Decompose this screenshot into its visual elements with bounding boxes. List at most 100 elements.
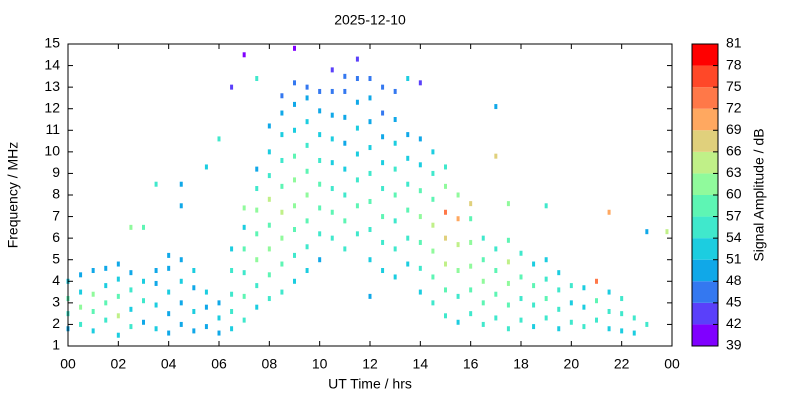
point [494, 104, 498, 110]
point [154, 181, 158, 187]
point [142, 224, 145, 230]
point [330, 67, 334, 73]
point [595, 298, 598, 304]
point [456, 319, 460, 325]
point [142, 278, 145, 284]
point [431, 274, 435, 280]
colorbar-band [692, 130, 718, 152]
x-tick-label: 06 [211, 356, 227, 372]
point [368, 198, 372, 204]
point [318, 88, 322, 94]
point [393, 274, 397, 280]
point [355, 151, 359, 157]
point [280, 209, 284, 215]
x-tick-label: 18 [513, 356, 529, 372]
point [607, 326, 611, 332]
point [381, 160, 385, 166]
point [267, 272, 271, 278]
point [293, 101, 296, 107]
point [368, 293, 372, 299]
y-tick-label: 13 [44, 78, 60, 94]
point [91, 328, 95, 334]
point [318, 231, 322, 237]
point [444, 261, 447, 267]
point [305, 142, 309, 148]
colorbar-tick-label: 51 [726, 250, 742, 266]
point [406, 181, 410, 187]
point [305, 268, 309, 273]
colorbar-band [692, 324, 718, 346]
point [595, 317, 598, 323]
point [167, 289, 171, 295]
point [406, 261, 410, 267]
point [305, 168, 309, 174]
point [267, 149, 271, 155]
point [393, 218, 397, 224]
x-tick-label: 12 [362, 356, 378, 372]
point [343, 140, 347, 146]
point [129, 287, 133, 293]
y-tick-label: 4 [52, 272, 60, 288]
point [456, 242, 460, 248]
point [481, 235, 485, 241]
point [280, 132, 284, 138]
x-tick-label: 10 [312, 356, 328, 372]
point [192, 328, 196, 334]
point [116, 293, 120, 299]
point [242, 270, 246, 276]
point [343, 166, 347, 172]
point [255, 304, 259, 310]
point [444, 287, 447, 293]
point [418, 80, 422, 86]
point [519, 250, 523, 256]
colorbar-band [692, 259, 718, 282]
y-tick-label: 10 [44, 143, 60, 159]
point [582, 304, 586, 310]
point [154, 302, 158, 308]
point [280, 235, 284, 241]
point [469, 201, 473, 207]
x-tick-label: 00 [60, 356, 76, 372]
point [242, 293, 246, 299]
point [255, 186, 259, 192]
point [355, 56, 359, 62]
point [267, 196, 271, 202]
point [267, 246, 271, 252]
point [318, 157, 322, 163]
point [406, 235, 410, 241]
point [607, 308, 611, 314]
point [355, 125, 359, 131]
point [620, 311, 624, 317]
y-tick-label: 3 [52, 294, 60, 310]
y-tick-label: 6 [52, 229, 60, 245]
point [582, 324, 586, 330]
point [481, 257, 485, 263]
point [544, 315, 548, 321]
point [469, 263, 473, 269]
colorbar-tick-label: 57 [726, 207, 742, 223]
point [154, 326, 158, 332]
colorbar-tick-label: 75 [726, 78, 742, 94]
point [293, 252, 296, 258]
point [204, 164, 208, 170]
point [318, 181, 322, 187]
point [242, 317, 246, 323]
x-tick-label: 20 [564, 356, 580, 372]
point [305, 244, 309, 250]
point [343, 88, 347, 94]
point [242, 205, 246, 211]
x-tick-label: 08 [262, 356, 278, 372]
point [142, 298, 145, 304]
y-tick-label: 2 [52, 315, 60, 331]
point [557, 326, 561, 332]
point [255, 76, 259, 82]
point [293, 153, 296, 159]
point [431, 170, 435, 176]
point [494, 291, 498, 297]
point [267, 222, 271, 228]
point [406, 155, 410, 161]
colorbar-band [692, 151, 718, 174]
point [444, 183, 447, 189]
point [582, 285, 586, 291]
point [456, 268, 460, 273]
